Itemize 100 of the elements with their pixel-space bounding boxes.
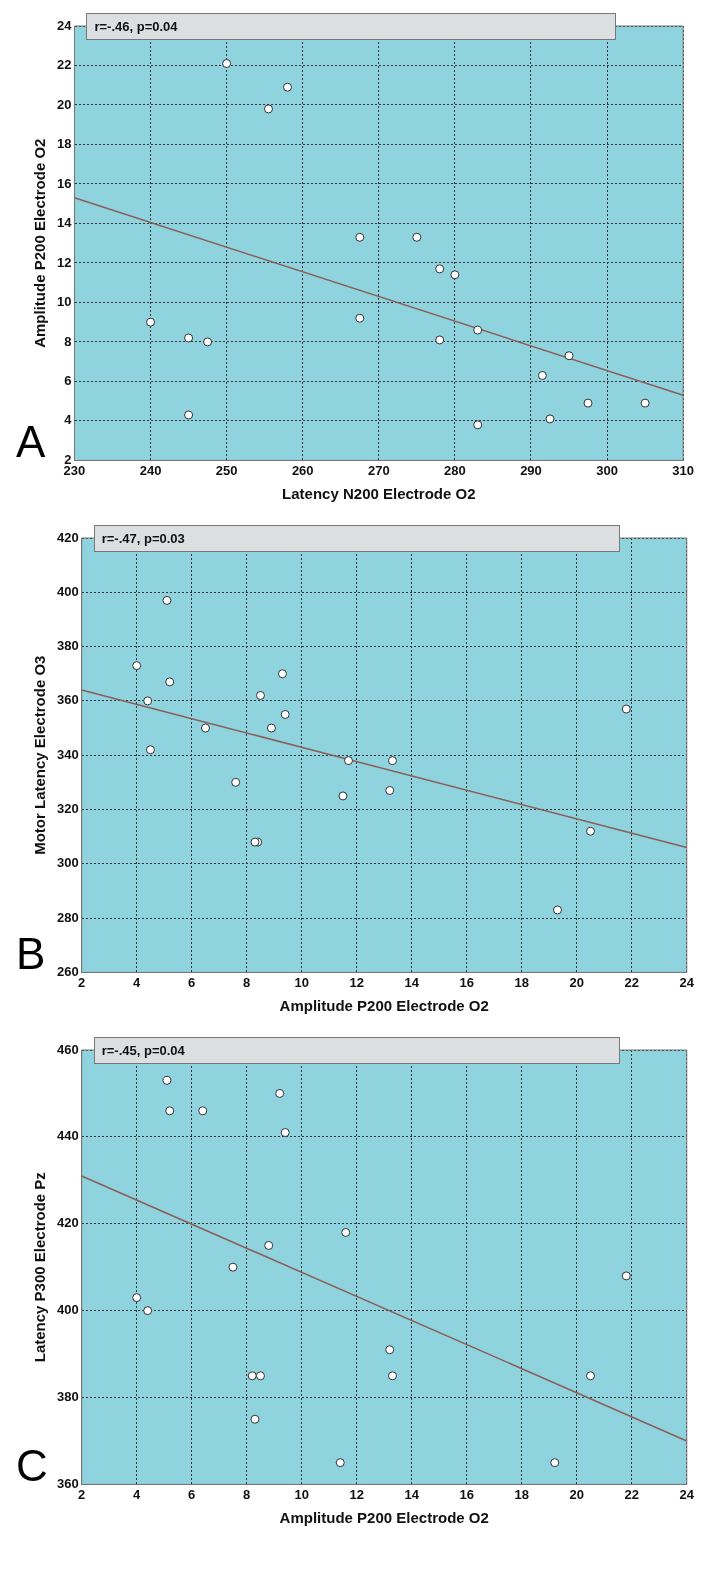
- x-tick-label: 24: [679, 1486, 695, 1502]
- point: [473, 420, 483, 430]
- point: [145, 745, 155, 755]
- point: [640, 398, 650, 408]
- y-tick-label: 10: [56, 294, 72, 310]
- y-tick-label: 14: [56, 215, 73, 231]
- point: [280, 1128, 290, 1138]
- x-tick-label: 290: [520, 462, 542, 478]
- point: [255, 690, 265, 700]
- x-tick-label: 20: [569, 974, 584, 990]
- text: B: [16, 928, 46, 978]
- point: [162, 595, 172, 605]
- y-tick-label: 16: [56, 175, 72, 191]
- point: [553, 905, 562, 915]
- point: [266, 723, 276, 733]
- x-tick-label: 310: [672, 462, 695, 478]
- y-tick-label: 22: [56, 57, 72, 73]
- point: [198, 1106, 208, 1116]
- point: [621, 1271, 631, 1281]
- x-tick-label: 22: [624, 974, 639, 990]
- point: [335, 1458, 345, 1468]
- x-tick-label: 16: [459, 974, 474, 990]
- point: [203, 337, 213, 347]
- y-tick-label: 4: [64, 412, 73, 428]
- y-tick-label: 300: [56, 855, 79, 871]
- point: [143, 696, 153, 706]
- x-tick-label: 12: [349, 1486, 364, 1502]
- point: [343, 756, 353, 766]
- point: [586, 826, 596, 836]
- x-tick-label: 280: [444, 462, 466, 478]
- point: [450, 270, 460, 280]
- point: [132, 1293, 142, 1303]
- point: [255, 1371, 265, 1381]
- y-tick-label: 400: [56, 1302, 79, 1318]
- x-tick-label: 24: [679, 974, 695, 990]
- y-tick-label: 440: [56, 1128, 79, 1144]
- y-tick-label: 460: [56, 1041, 79, 1057]
- y-tick-label: 2: [64, 451, 72, 467]
- point: [283, 82, 292, 92]
- x-tick-label: 22: [624, 1486, 639, 1502]
- label-box: r=-.45, p=0.04: [93, 1037, 621, 1064]
- point: [222, 59, 232, 69]
- point: [435, 264, 445, 274]
- point: [275, 1088, 285, 1098]
- point: [162, 1075, 172, 1085]
- y-tick-label: 8: [64, 333, 72, 349]
- y-tick-label: 360: [56, 692, 79, 708]
- x-tick-label: 4: [133, 1486, 142, 1502]
- x-tick-label: 6: [188, 974, 196, 990]
- point: [200, 723, 210, 733]
- x-tick-label: 20: [569, 1486, 584, 1502]
- x-tick-label: 18: [514, 1486, 529, 1502]
- y-tick-label: 380: [56, 638, 79, 654]
- x-tick-label: 300: [596, 462, 618, 478]
- text: C: [16, 1440, 48, 1490]
- x-axis-title: Amplitude P200 Electrode O2: [279, 1509, 489, 1527]
- point: [184, 333, 194, 343]
- y-tick-label: 6: [64, 373, 72, 388]
- x-axis-title: Latency N200 Electrode O2: [282, 485, 476, 503]
- x-tick-label: 14: [404, 1486, 420, 1502]
- y-axis-title: Motor Latency Electrode O3: [31, 655, 49, 855]
- point: [263, 104, 273, 114]
- point: [564, 351, 574, 361]
- x-tick-label: 4: [133, 974, 142, 990]
- y-tick-label: 12: [56, 254, 72, 270]
- x-tick-label: 240: [139, 462, 162, 478]
- y-tick-label: 420: [56, 529, 79, 545]
- x-tick-label: 8: [243, 1486, 251, 1502]
- point: [165, 1106, 175, 1116]
- point: [184, 410, 194, 420]
- x-tick-label: 12: [349, 974, 364, 990]
- x-tick-label: 8: [243, 974, 251, 990]
- point: [165, 677, 175, 687]
- y-axis-title: Latency P300 Electrode Pz: [31, 1172, 49, 1363]
- point: [586, 1371, 596, 1381]
- point: [473, 325, 483, 335]
- point: [355, 232, 365, 242]
- point: [338, 791, 348, 801]
- x-tick-label: 10: [294, 974, 309, 990]
- x-tick-label: 270: [367, 462, 390, 478]
- point: [280, 709, 290, 719]
- y-tick-label: 24: [56, 17, 73, 33]
- point: [387, 756, 397, 766]
- point: [387, 1371, 397, 1381]
- point: [132, 661, 142, 671]
- y-tick-label: 360: [56, 1475, 79, 1491]
- point: [341, 1227, 351, 1237]
- x-tick-label: 14: [404, 974, 420, 990]
- point: [412, 232, 422, 242]
- y-tick-label: 400: [56, 583, 79, 599]
- point: [583, 398, 593, 408]
- y-tick-label: 320: [56, 801, 79, 817]
- point: [277, 669, 287, 679]
- point: [545, 414, 555, 424]
- text: A: [16, 416, 46, 466]
- point: [264, 1240, 274, 1250]
- y-tick-label: 340: [56, 746, 79, 762]
- point: [385, 1345, 395, 1355]
- x-tick-label: 10: [294, 1486, 309, 1502]
- y-tick-label: 380: [56, 1389, 79, 1405]
